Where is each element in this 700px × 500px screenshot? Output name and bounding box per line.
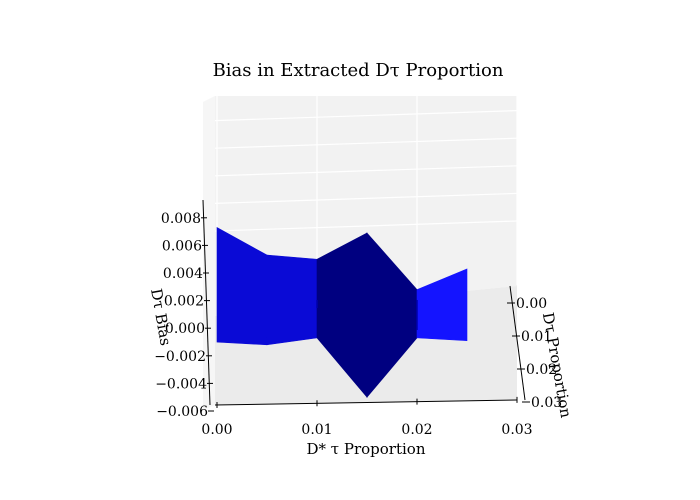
side-pane xyxy=(203,96,215,410)
z-tick-label: 0.006 xyxy=(162,238,202,254)
grid-lines xyxy=(214,96,518,300)
x-axis-line xyxy=(214,399,518,406)
z-ticks: −0.006 −0.004 −0.002 0.000 0.002 0.004 0.006 0.… xyxy=(154,211,214,420)
x-tick-label: 0.00 xyxy=(201,422,232,438)
y-tick-label: 0.01 xyxy=(521,329,552,345)
x-axis-label: D* τ Proportion xyxy=(307,440,426,458)
x-tick-label: 0.01 xyxy=(301,422,332,438)
chart-title: Bias in Extracted Dτ Proportion xyxy=(213,60,504,81)
z-tick-label: −0.004 xyxy=(155,376,207,392)
y-tick-label: 0.00 xyxy=(516,296,547,312)
grid-line-z xyxy=(214,137,518,149)
z-tick-label: 0.004 xyxy=(163,266,203,282)
grid-line-z xyxy=(214,110,518,122)
z-tick-label: 0.008 xyxy=(161,211,201,227)
grid-line-z xyxy=(214,192,518,204)
z-tick-label: −0.002 xyxy=(154,349,206,365)
surface-panel xyxy=(266,254,318,346)
z-tick-label: 0.002 xyxy=(164,294,204,310)
grid-line-z xyxy=(214,220,518,232)
y-tick-label: 0.03 xyxy=(531,395,562,411)
x-tick-label: 0.03 xyxy=(501,422,532,438)
y-ticks: 0.00 0.01 0.02 0.03 xyxy=(507,296,562,411)
y-tick-label: 0.02 xyxy=(526,362,557,378)
bias-surface xyxy=(216,226,468,399)
z-tick-label: 0.000 xyxy=(165,321,205,337)
x-ticks: 0.00 0.01 0.02 0.03 xyxy=(201,396,533,438)
z-tick-label: −0.006 xyxy=(156,404,208,420)
y-axis-line xyxy=(509,285,526,401)
grid-line-z xyxy=(214,165,518,177)
x-tick-label: 0.02 xyxy=(401,422,432,438)
z-axis-line xyxy=(202,199,211,406)
